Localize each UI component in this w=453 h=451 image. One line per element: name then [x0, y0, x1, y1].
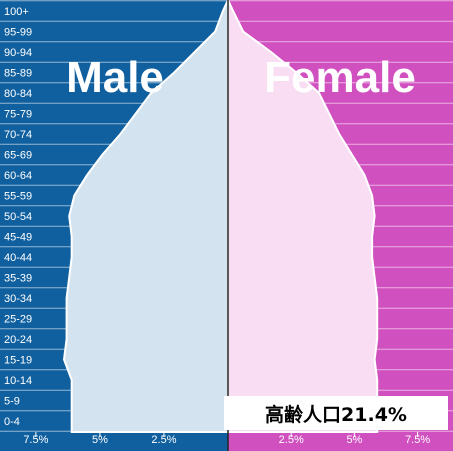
age-group-label: 0-4 [4, 416, 20, 428]
age-group-label: 95-99 [4, 27, 32, 39]
age-labels: 100+ 95-99 90-94 85-89 80-84 75-79 70-74 65-69 6… [4, 6, 32, 428]
female-label: Female [264, 53, 416, 102]
age-group-label: 60-64 [4, 170, 32, 182]
age-group-label: 75-79 [4, 109, 32, 121]
age-group-label: 100+ [4, 6, 29, 18]
male-label: Male [66, 53, 164, 102]
age-group-label: 85-89 [4, 68, 32, 80]
male-series-area [62, 0, 229, 433]
age-group-label: 40-44 [4, 252, 32, 264]
age-group-label: 25-29 [4, 314, 32, 326]
age-group-label: 20-24 [4, 334, 32, 346]
age-group-label: 80-84 [4, 88, 32, 100]
age-group-label: 15-19 [4, 355, 32, 367]
annotation-box [224, 396, 448, 430]
age-group-label: 45-49 [4, 232, 32, 244]
age-group-label: 5-9 [4, 396, 20, 408]
x-tick-label: 7.5% [23, 434, 48, 446]
x-axis-ticks: 7.5% 5% 2.5% 2.5% 5% 7.5% [23, 432, 430, 446]
x-tick-label: 5% [92, 434, 108, 446]
age-group-label: 55-59 [4, 191, 32, 203]
age-group-label: 30-34 [4, 293, 32, 305]
x-tick-label: 5% [346, 434, 362, 446]
x-tick-label: 2.5% [151, 434, 176, 446]
age-group-label: 10-14 [4, 375, 32, 387]
x-tick-label: 2.5% [279, 434, 304, 446]
age-group-label: 65-69 [4, 150, 32, 162]
age-group-label: 50-54 [4, 211, 32, 223]
age-group-label: 35-39 [4, 273, 32, 285]
age-group-label: 70-74 [4, 129, 32, 141]
x-tick-label: 7.5% [405, 434, 430, 446]
elderly-population-annotation: 高齢人口21.4% [265, 403, 407, 426]
age-group-label: 90-94 [4, 47, 32, 59]
